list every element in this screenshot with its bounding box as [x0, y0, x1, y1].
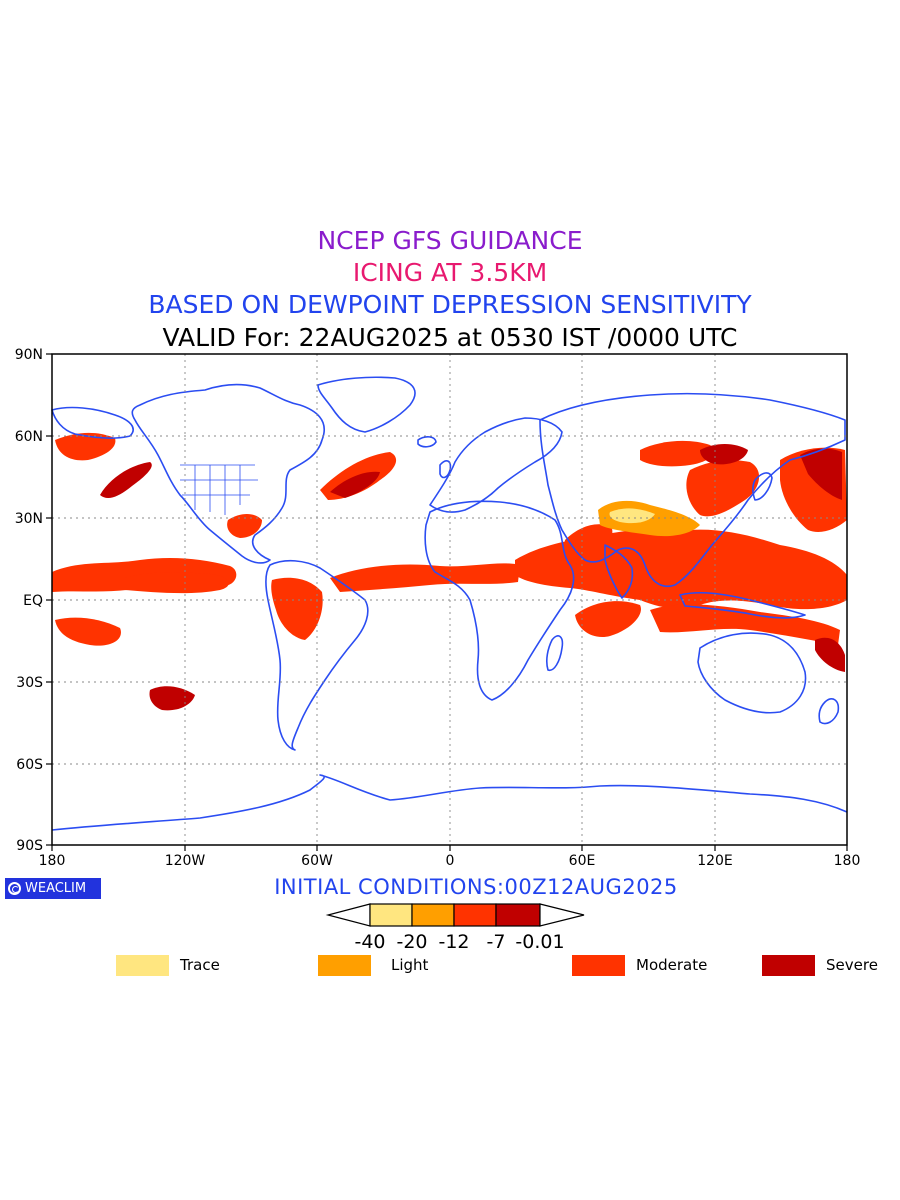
- coastline-new-zealand: [818, 698, 840, 725]
- colorbar-severe-bin: [495, 903, 541, 927]
- icing-region-severe-npac: [100, 462, 152, 499]
- colorbar-tick-label: -7: [487, 931, 506, 953]
- axis-ticks: [46, 353, 848, 851]
- title-product: ICING AT 3.5KM: [352, 258, 548, 287]
- coastline-australia: [697, 632, 807, 714]
- icing-region-severe-kamchatka: [700, 444, 748, 465]
- legend-label-severe: Severe: [826, 956, 878, 974]
- coastline-madagascar: [545, 635, 564, 672]
- icing-region-indonesia-south: [650, 604, 840, 645]
- icing-region-severe-aus-east: [815, 637, 845, 672]
- weaclim-logo-icon: [8, 882, 21, 895]
- legend-swatch-severe: [762, 955, 815, 976]
- icing-region-severe-wpac: [800, 448, 842, 500]
- icing-region-severe-spac: [149, 686, 195, 711]
- colorbar-tick-label: -12: [438, 931, 469, 953]
- lat-label-60n: 60N: [15, 429, 43, 445]
- coastline-africa: [424, 500, 575, 701]
- weaclim-logo: WEACLIM: [5, 878, 101, 899]
- lat-label-30s: 30S: [16, 675, 43, 691]
- coastline-india: [604, 544, 634, 599]
- icing-region-severe-atlantic: [330, 471, 380, 498]
- colorbar-left-arrow: [325, 903, 371, 927]
- legend-label-moderate: Moderate: [636, 956, 708, 974]
- coastline-north-america: [131, 383, 325, 564]
- icing-region-arabia: [564, 524, 613, 565]
- coastline-europe: [429, 417, 563, 513]
- coastline-greenland: [317, 376, 416, 433]
- lon-label-180w: 180: [39, 853, 66, 869]
- legend-swatch-trace: [116, 955, 169, 976]
- colorbar-right-arrow: [539, 903, 585, 927]
- coastlines: [51, 376, 848, 831]
- icing-fields: [52, 432, 847, 711]
- coastline-iceland: [417, 436, 437, 448]
- coastline-south-america: [265, 559, 369, 751]
- graticule: [52, 354, 847, 845]
- weaclim-logo-text: WEACLIM: [25, 881, 87, 896]
- icing-region-trace-tibet: [609, 508, 655, 524]
- icing-region-gulf: [227, 514, 262, 538]
- icing-region-siberia: [640, 440, 714, 467]
- icing-region-south-america: [271, 577, 323, 640]
- colorbar-tick-label: -0.01: [515, 931, 564, 953]
- colorbar: -40 -20 -12 -7 -0.01: [325, 903, 585, 953]
- icing-region-atlantic-band: [330, 563, 520, 592]
- title-model: NCEP GFS GUIDANCE: [317, 226, 583, 255]
- icing-region-alaska-pacific: [55, 432, 116, 461]
- legend-label-trace: Trace: [180, 956, 220, 974]
- lon-label-180e: 180: [834, 853, 861, 869]
- icing-region-pacific-band-east: [125, 572, 229, 594]
- colorbar-tick-label: -40: [354, 931, 385, 953]
- legend-swatch-light: [318, 955, 371, 976]
- us-state-borders: [180, 464, 258, 515]
- lon-label-60e: 60E: [569, 853, 596, 869]
- icing-map: 90N 60N 30N EQ 30S 60S 90S 180 120W 60W …: [15, 347, 861, 869]
- icing-region-east-asia: [686, 460, 760, 517]
- lon-label-60w: 60W: [301, 853, 333, 869]
- icing-region-south-pacific: [55, 617, 121, 646]
- lon-label-120e: 120E: [697, 853, 733, 869]
- coastline-indonesia: [679, 591, 806, 619]
- legend-swatch-moderate: [572, 955, 625, 976]
- icing-region-madagascar-east: [575, 601, 641, 638]
- coastline-uk: [439, 460, 452, 479]
- lat-label-30n: 30N: [15, 511, 43, 527]
- colorbar-light-bin: [411, 903, 455, 927]
- title-valid-time: VALID For: 22AUG2025 at 0530 IST /0000 U…: [162, 323, 738, 352]
- coastline-japan: [751, 472, 773, 501]
- colorbar-trace-bin: [369, 903, 413, 927]
- colorbar-moderate-bin: [453, 903, 497, 927]
- title-method: BASED ON DEWPOINT DEPRESSION SENSITIVITY: [148, 290, 752, 319]
- colorbar-tick-label: -20: [396, 931, 427, 953]
- coastline-asia: [539, 392, 846, 587]
- lon-label-120w: 120W: [165, 853, 206, 869]
- coastline-antarctica: [51, 774, 848, 831]
- legend-label-light: Light: [391, 956, 429, 974]
- lat-label-eq: EQ: [23, 593, 43, 609]
- lat-label-90n: 90N: [15, 347, 43, 363]
- initial-conditions: INITIAL CONDITIONS:00Z12AUG2025: [274, 875, 678, 899]
- lat-label-60s: 60S: [16, 757, 43, 773]
- lon-label-0: 0: [446, 853, 455, 869]
- lat-label-90s: 90S: [16, 838, 43, 854]
